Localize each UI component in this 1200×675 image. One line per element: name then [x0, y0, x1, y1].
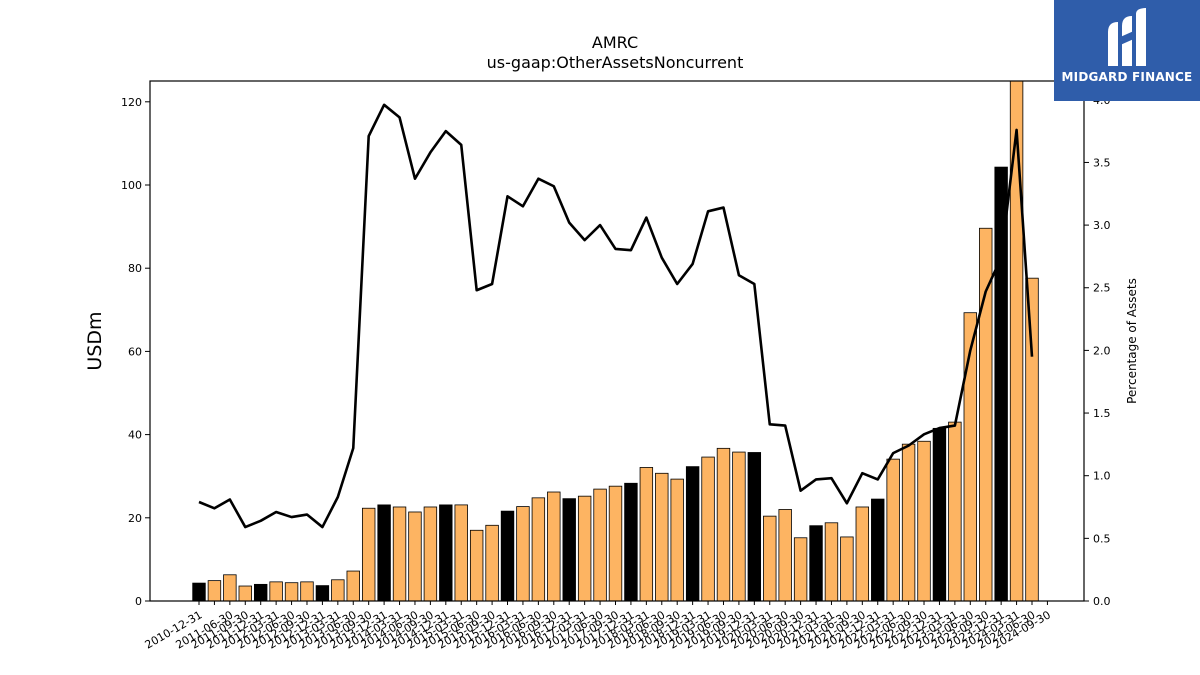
- bar-48: [932, 427, 947, 602]
- bar-30: [655, 472, 669, 602]
- bar-9: [331, 579, 345, 602]
- plot-frame: [149, 80, 1085, 602]
- y2-tick-label: 0.0: [1093, 595, 1111, 608]
- y-tick-label: 60: [128, 345, 142, 358]
- bar-15: [423, 506, 438, 602]
- y-tick-label: 0: [135, 595, 142, 608]
- bar-40: [809, 525, 823, 602]
- logo-brand-text: MIDGARD FINANCE: [1061, 70, 1193, 84]
- bar-18: [469, 529, 484, 602]
- bar-6: [284, 582, 299, 602]
- bar-35: [732, 451, 746, 602]
- y-tick-label: 80: [128, 262, 142, 275]
- bar-42: [840, 536, 854, 602]
- logo-mark-icon: [1108, 8, 1146, 66]
- y2-tick-label: 3.5: [1093, 156, 1111, 169]
- y2-tick-label: 0.5: [1093, 532, 1111, 545]
- bar-46: [901, 443, 916, 602]
- bar-25: [577, 495, 592, 602]
- bar-4: [253, 583, 268, 602]
- chart-title: AMRC: [592, 33, 638, 52]
- bar-26: [593, 488, 607, 602]
- y-tick-label: 40: [128, 429, 142, 442]
- bar-52: [994, 166, 1008, 602]
- bar-5: [269, 581, 283, 602]
- bar-3: [238, 585, 252, 602]
- bar-0: [192, 582, 206, 602]
- bar-47: [917, 440, 931, 602]
- y-tick-label: 20: [128, 512, 142, 525]
- y-tick-label: 120: [121, 96, 142, 109]
- bar-38: [778, 509, 792, 602]
- y2-tick-label: 1.5: [1093, 407, 1111, 420]
- bar-28: [624, 482, 638, 602]
- y2-tick-label: 2.5: [1093, 282, 1111, 295]
- bar-41: [824, 522, 839, 602]
- y2-tick-label: 2.0: [1093, 344, 1111, 357]
- bar-8: [315, 585, 330, 602]
- bar-10: [346, 570, 360, 602]
- bar-36: [747, 452, 762, 602]
- bar-39: [793, 537, 808, 602]
- bar-13: [392, 506, 407, 602]
- bar-12: [377, 504, 391, 602]
- bar-29: [639, 467, 654, 602]
- bar-11: [361, 507, 376, 602]
- bar-23: [547, 491, 561, 602]
- line-series: [198, 103, 1034, 529]
- bar-22: [531, 497, 546, 602]
- y2-axis-label: Percentage of Assets: [1125, 278, 1139, 404]
- bar-14: [408, 511, 422, 602]
- bar-20: [500, 510, 515, 602]
- bar-7: [300, 581, 314, 602]
- bar-37: [763, 515, 777, 602]
- axes: 0204060801001200.00.51.01.52.02.53.03.54…: [121, 80, 1111, 652]
- bar-27: [608, 485, 623, 602]
- percentage-line: [198, 103, 1034, 529]
- bar-24: [562, 498, 576, 602]
- bar-34: [716, 447, 731, 602]
- bar-32: [685, 466, 700, 602]
- y2-tick-label: 3.0: [1093, 219, 1111, 232]
- bar-54: [1025, 277, 1039, 602]
- bar-series: [192, 80, 1039, 602]
- bar-49: [948, 421, 962, 602]
- bar-17: [454, 504, 468, 602]
- bar-33: [701, 456, 715, 602]
- bar-44: [871, 498, 885, 602]
- midgard-finance-logo: MIDGARD FINANCE: [1054, 0, 1200, 101]
- bar-45: [886, 458, 900, 602]
- y2-tick-label: 1.0: [1093, 470, 1111, 483]
- y-axis-label: USDm: [84, 311, 106, 370]
- y-tick-label: 100: [121, 179, 142, 192]
- bar-43: [855, 506, 870, 602]
- bar-19: [485, 524, 499, 602]
- chart-subtitle: us-gaap:OtherAssetsNoncurrent: [487, 53, 744, 72]
- bar-21: [516, 506, 530, 602]
- bar-1: [207, 580, 222, 602]
- bar-31: [670, 478, 684, 602]
- bar-16: [439, 504, 453, 602]
- bar-2: [223, 574, 237, 602]
